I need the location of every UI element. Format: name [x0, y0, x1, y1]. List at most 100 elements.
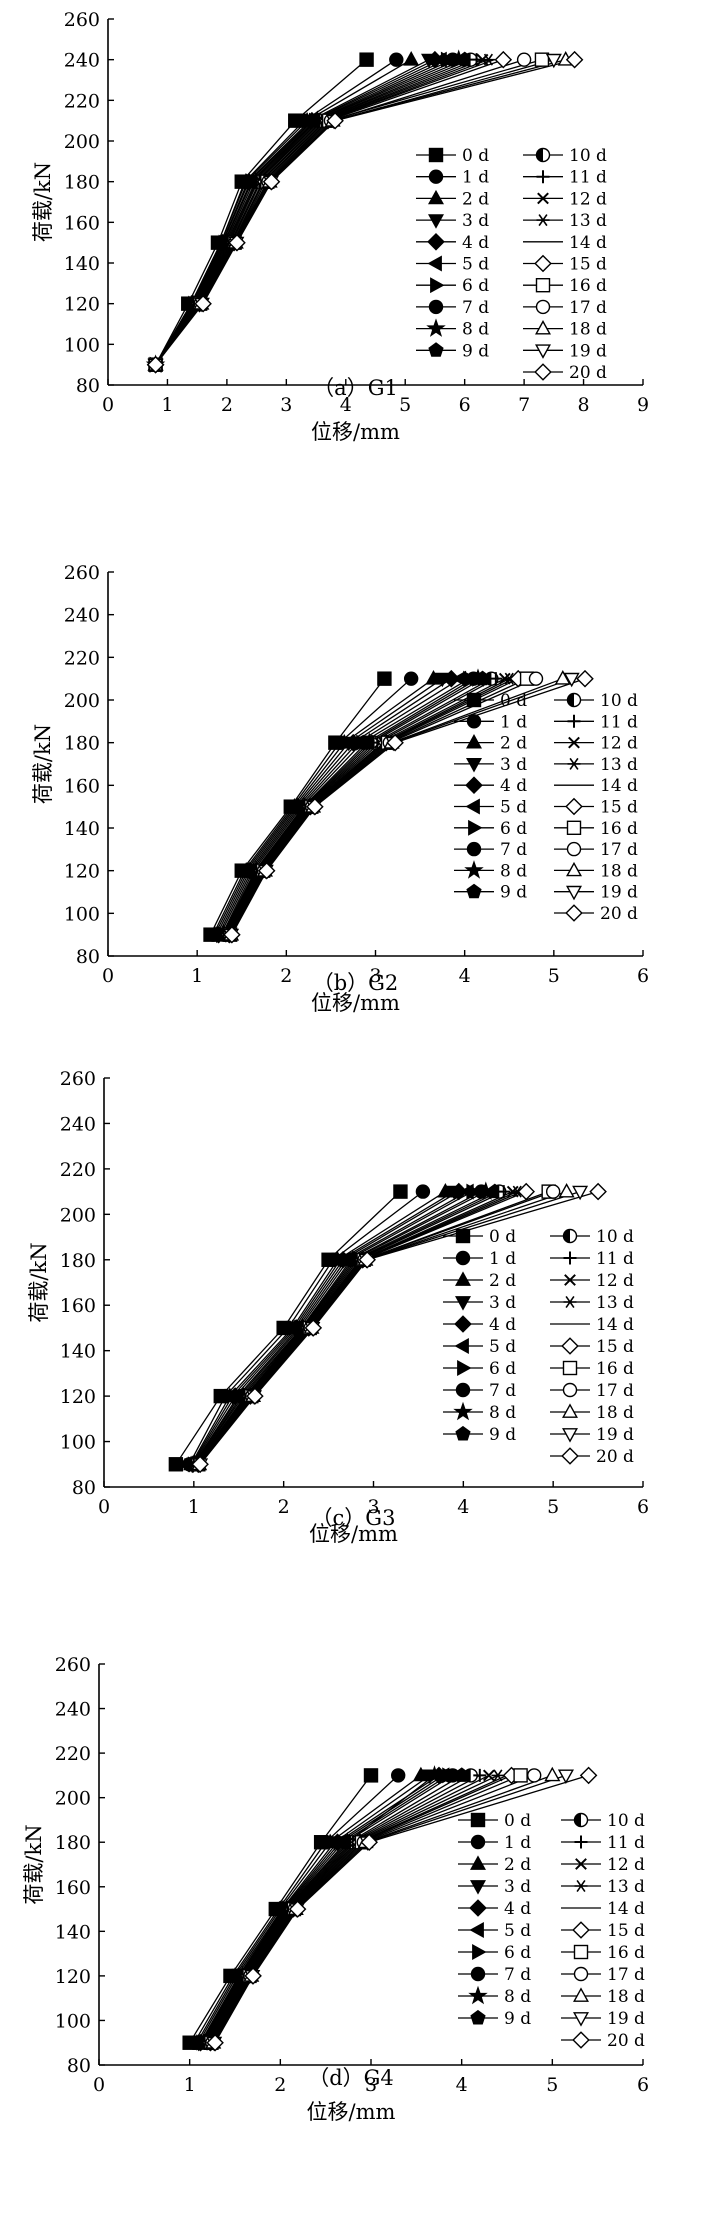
- legend-item: 13 d: [550, 1293, 634, 1313]
- legend: 0 d1 d2 d3 d4 d5 d6 d7 d8 d9 d 10 d11 d12…: [454, 691, 638, 924]
- legend-marker: [534, 254, 552, 273]
- legend-label: 1 d: [500, 712, 527, 732]
- legend-label: 15 d: [600, 798, 638, 818]
- legend-marker: [535, 147, 551, 163]
- legend-label: 6 d: [489, 1359, 516, 1379]
- legend-item: 9 d: [416, 341, 489, 361]
- x-tick-label: 2: [274, 2074, 286, 2096]
- legend-item: 13 d: [561, 1877, 645, 1897]
- legend-marker: [468, 1985, 488, 2005]
- legend-label: 7 d: [500, 840, 527, 860]
- legend-marker: [537, 192, 549, 205]
- legend-item: 20 d: [550, 1447, 634, 1467]
- legend-item: 14 d: [523, 233, 607, 253]
- legend-item: 6 d: [458, 1943, 531, 1963]
- legend-item: 15 d: [561, 1921, 645, 1941]
- data-point: [544, 1766, 561, 1782]
- legend-item: 7 d: [416, 298, 489, 318]
- y-tick-label: 180: [60, 1250, 96, 1272]
- data-point: [206, 2033, 224, 2052]
- y-axis-label: 荷载/kN: [22, 1824, 46, 1904]
- legend-marker: [466, 734, 482, 749]
- legend-label: 13 d: [600, 755, 638, 775]
- legend-label: 2 d: [500, 734, 527, 754]
- y-tick-label: 140: [64, 818, 100, 840]
- y-axis-label: 荷载/kN: [31, 162, 55, 242]
- data-point: [359, 52, 374, 67]
- legend-label: 10 d: [596, 1227, 634, 1247]
- legend-label: 16 d: [607, 1943, 645, 1963]
- y-tick-label: 260: [60, 1068, 96, 1090]
- legend-label: 8 d: [500, 861, 527, 881]
- series-line-7d: [155, 59, 454, 366]
- chart-panel-3: 80 100 120 140 160 180 200 220 240 260 0 1 2 3 4 5 6 位移/m…: [27, 1068, 649, 1546]
- legend-label: 9 d: [462, 341, 489, 361]
- x-tick-label: 3: [365, 2074, 377, 2096]
- data-point: [288, 1900, 307, 1918]
- chart-panel-4: 80 100 120 140 160 180 200 220 240 260 0 1 2 3 4 5 6 位移/m…: [22, 1654, 649, 2124]
- legend-marker: [536, 214, 550, 227]
- legend-marker: [566, 820, 582, 835]
- legend-marker: [465, 798, 480, 815]
- legend-item: 10 d: [554, 691, 638, 711]
- legend-label: 3 d: [500, 755, 527, 775]
- y-tick-label: 160: [64, 212, 100, 234]
- legend-item: 3 d: [416, 211, 489, 231]
- legend-label: 6 d: [504, 1943, 531, 1963]
- legend-label: 15 d: [596, 1337, 634, 1357]
- data-point: [482, 1769, 495, 1782]
- data-point: [579, 1766, 598, 1785]
- data-point: [228, 233, 246, 252]
- data-point: [437, 1183, 454, 1198]
- y-tick-label: 160: [60, 1295, 96, 1317]
- y-tick-label: 100: [64, 334, 100, 356]
- legend-item: 16 d: [550, 1359, 634, 1379]
- legend-item: 0 d: [454, 691, 527, 711]
- legend-label: 1 d: [489, 1249, 516, 1269]
- legend-item: 5 d: [458, 1921, 531, 1941]
- y-tick-label: 160: [64, 775, 100, 797]
- legend-marker: [534, 363, 552, 381]
- y-tick-label: 220: [60, 1159, 96, 1181]
- x-tick-label: 6: [637, 965, 649, 987]
- legend-item: 6 d: [443, 1359, 516, 1379]
- legend-item: 15 d: [523, 255, 607, 275]
- legend-item: 2 d: [458, 1855, 531, 1875]
- y-tick-label: 140: [60, 1341, 96, 1363]
- subfigure-caption: （c）G3: [312, 1506, 396, 1530]
- subfigure-caption: （b）G2: [313, 971, 399, 995]
- series-line-6d: [193, 1191, 473, 1465]
- legend-item: 12 d: [550, 1271, 634, 1291]
- legend-label: 5 d: [504, 1921, 531, 1941]
- legend-item: 19 d: [550, 1425, 634, 1445]
- y-tick-label: 180: [64, 733, 100, 755]
- data-point: [191, 1455, 209, 1474]
- legend-item: 12 d: [554, 734, 638, 754]
- data-point: [481, 53, 495, 66]
- y-tick-label: 100: [55, 2010, 91, 2032]
- legend-marker: [562, 1382, 578, 1398]
- data-point: [363, 1768, 379, 1783]
- legend-label: 18 d: [569, 320, 607, 340]
- x-tick-label: 5: [548, 965, 560, 987]
- legend-label: 18 d: [607, 1987, 645, 2007]
- legend-label: 20 d: [607, 2031, 645, 2051]
- data-point: [516, 52, 532, 67]
- legend-item: 0 d: [416, 146, 489, 166]
- data-point: [358, 1251, 376, 1269]
- x-tick-label: 6: [637, 2074, 649, 2096]
- legend-marker: [566, 841, 582, 857]
- y-tick-label: 240: [60, 1113, 96, 1135]
- legend-marker: [561, 1447, 579, 1465]
- legend-label: 2 d: [504, 1855, 531, 1875]
- legend-label: 0 d: [500, 691, 527, 711]
- x-tick-label: 0: [98, 1496, 110, 1518]
- legend-item: 1 d: [416, 168, 489, 188]
- y-tick-label: 160: [55, 1877, 91, 1899]
- legend-label: 12 d: [600, 734, 638, 754]
- legend-marker: [464, 860, 484, 879]
- legend-marker: [572, 1921, 590, 1939]
- legend-marker: [563, 1296, 577, 1308]
- data-point: [589, 1182, 607, 1201]
- legend-label: 18 d: [596, 1403, 634, 1423]
